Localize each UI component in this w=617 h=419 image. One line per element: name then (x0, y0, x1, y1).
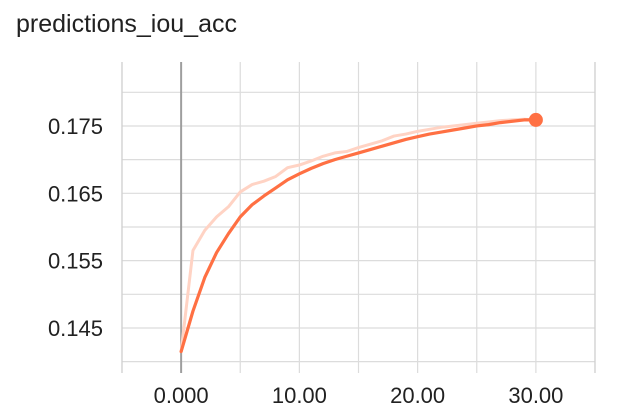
series-line-smoothed (179, 118, 538, 354)
grid-lines (121, 62, 596, 373)
x-tick-label: 10.00 (272, 383, 327, 408)
y-tick-label: 0.175 (48, 114, 103, 139)
series-line-raw (179, 117, 538, 354)
markers-group (528, 112, 543, 127)
last-point-marker (528, 112, 543, 127)
y-tick-label: 0.165 (48, 181, 103, 206)
y-tick-labels: 0.145 0.155 0.165 0.175 (48, 114, 103, 341)
x-tick-labels: 0.000 10.00 20.00 30.00 (154, 383, 564, 408)
chart-title: predictions_iou_acc (16, 10, 237, 38)
x-tick-label: 20.00 (390, 383, 445, 408)
y-tick-label: 0.155 (48, 249, 103, 274)
series-group (179, 117, 538, 354)
y-tick-label: 0.145 (48, 316, 103, 341)
x-tick-label: 30.00 (508, 383, 563, 408)
x-tick-label: 0.000 (154, 383, 209, 408)
